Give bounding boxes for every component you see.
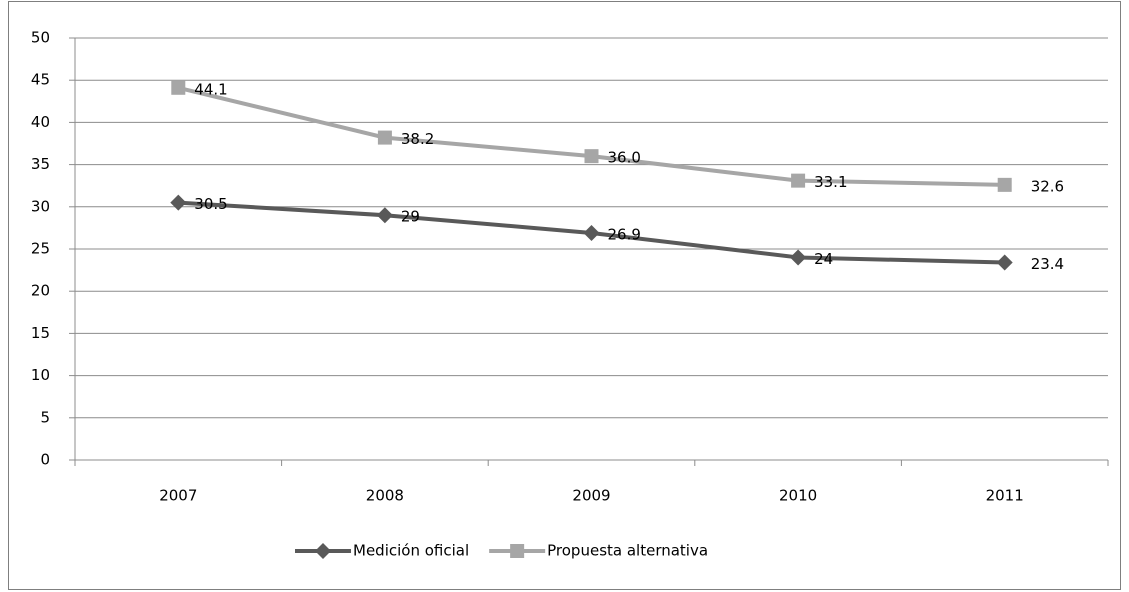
data-label: 23.4 xyxy=(1031,255,1064,273)
data-point xyxy=(996,254,1013,271)
x-tick-label: 2007 xyxy=(159,487,197,505)
legend-label: Propuesta alternativa xyxy=(547,542,708,560)
data-point xyxy=(583,224,600,241)
y-tick-label: 15 xyxy=(31,324,50,342)
x-tick-label: 2010 xyxy=(779,487,817,505)
y-tick-label: 10 xyxy=(31,366,50,384)
data-point xyxy=(171,80,186,95)
data-label: 30.5 xyxy=(194,195,227,213)
chart-frame xyxy=(8,1,1121,590)
data-point xyxy=(791,173,806,188)
data-point xyxy=(997,177,1012,192)
data-point xyxy=(377,130,392,145)
legend-marker xyxy=(315,543,331,559)
y-tick-label: 50 xyxy=(31,29,50,47)
y-tick-label: 40 xyxy=(31,113,50,131)
y-tick-label: 5 xyxy=(40,408,50,426)
y-tick-label: 35 xyxy=(31,155,50,173)
y-tick-label: 20 xyxy=(31,282,50,300)
y-tick-label: 45 xyxy=(31,71,50,89)
legend-marker xyxy=(510,544,525,558)
x-tick-label: 2008 xyxy=(366,487,404,505)
data-label: 32.6 xyxy=(1031,177,1064,195)
y-tick-label: 30 xyxy=(31,197,50,215)
data-point xyxy=(376,207,393,224)
data-point xyxy=(170,194,187,211)
data-label: 38.2 xyxy=(401,130,434,148)
data-label: 24 xyxy=(814,250,833,268)
data-label: 33.1 xyxy=(814,173,847,191)
y-tick-label: 25 xyxy=(31,240,50,258)
x-tick-label: 2009 xyxy=(572,487,610,505)
data-point xyxy=(790,249,807,266)
data-label: 29 xyxy=(401,208,420,226)
data-point xyxy=(584,149,599,164)
data-label: 36.0 xyxy=(608,149,641,167)
y-tick-label: 0 xyxy=(40,451,50,469)
x-tick-label: 2011 xyxy=(986,487,1024,505)
legend-label: Medición oficial xyxy=(353,542,469,560)
data-label: 26.9 xyxy=(608,225,641,243)
data-label: 44.1 xyxy=(194,80,227,98)
